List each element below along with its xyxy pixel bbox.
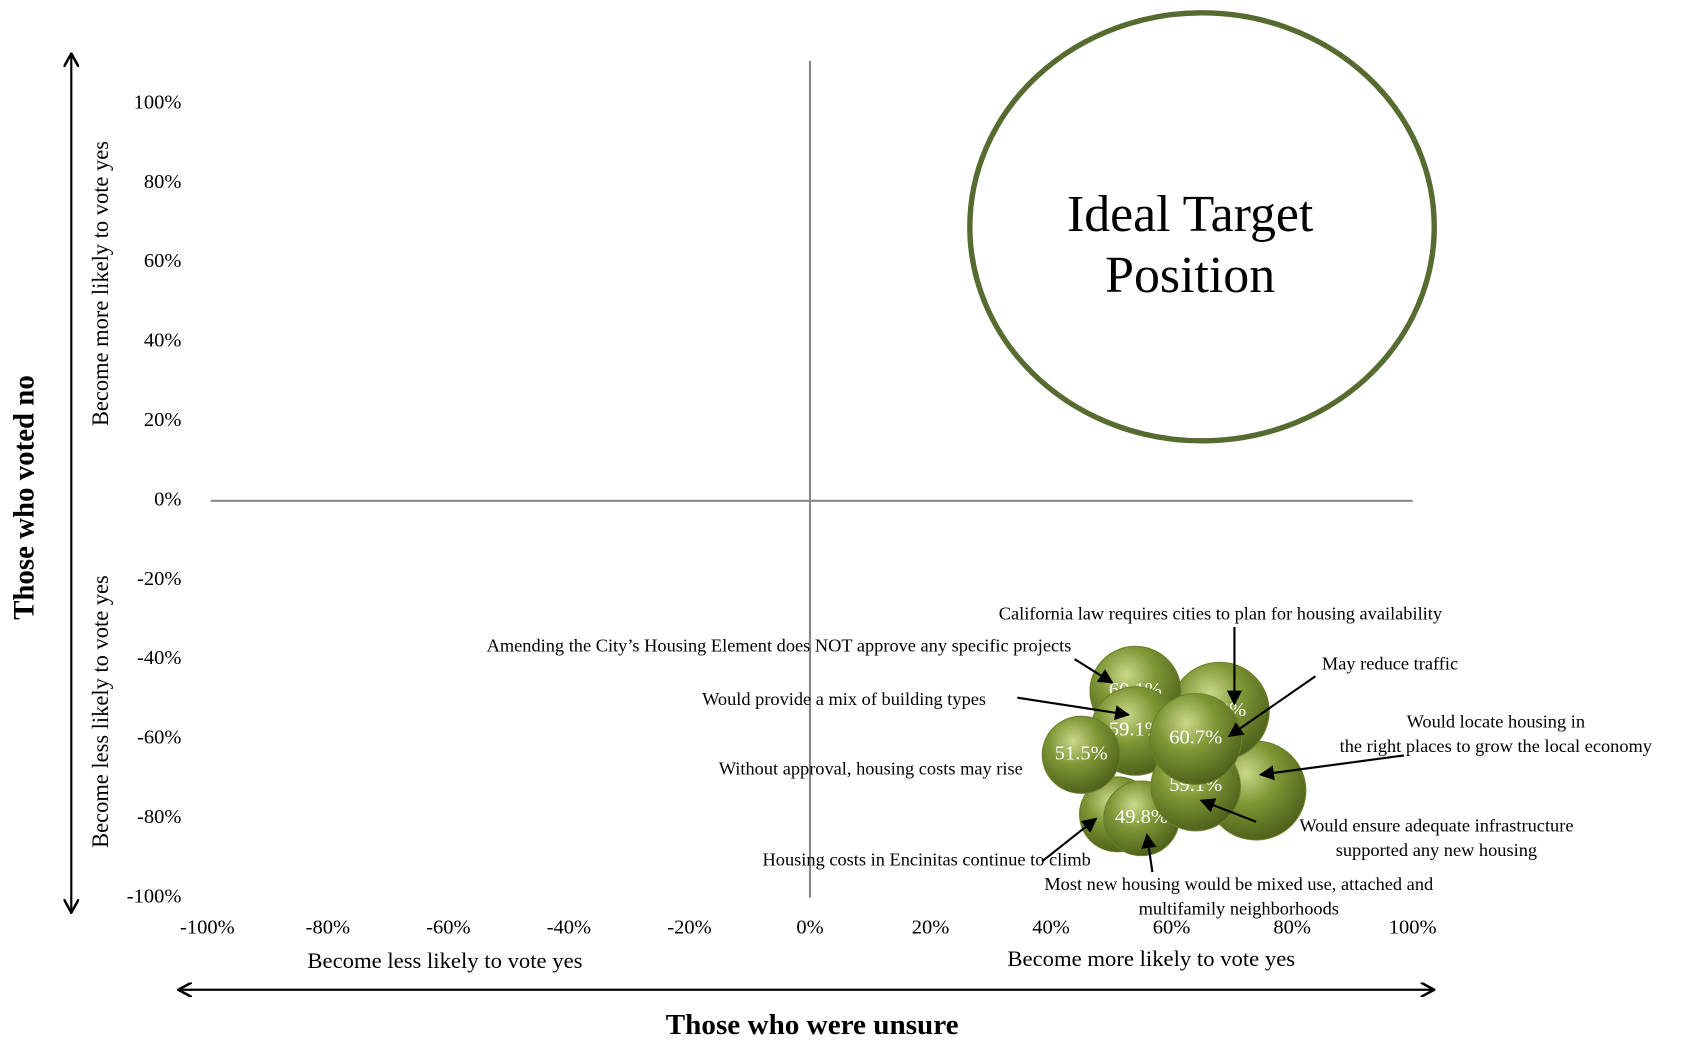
annotation-arrow bbox=[1074, 658, 1114, 684]
annotation: the right places to grow the local econo… bbox=[1340, 736, 1653, 756]
x-axis-title: Those who were unsure bbox=[666, 1009, 959, 1041]
x-tick-label: 40% bbox=[1032, 917, 1070, 939]
annotation: supported any new housing bbox=[1336, 840, 1537, 860]
annotation-arrow bbox=[1141, 833, 1157, 873]
annotation: May reduce traffic bbox=[1322, 654, 1458, 674]
x-axis-label: Become less likely to vote yes bbox=[307, 948, 582, 973]
annotation: Would locate housing in bbox=[1407, 712, 1585, 732]
y-tick-label: 0% bbox=[154, 489, 181, 511]
x-tick-label: 80% bbox=[1273, 917, 1311, 939]
bubble-label: 51.5% bbox=[1055, 743, 1108, 765]
x-tick-label: 0% bbox=[796, 917, 823, 939]
annotation-arrow bbox=[1199, 798, 1257, 823]
x-tick-label: 20% bbox=[912, 917, 950, 939]
y-tick-label: 40% bbox=[144, 330, 182, 352]
x-axis-label: Become more likely to vote yes bbox=[1007, 946, 1295, 971]
bubble-label: 59.1% bbox=[1109, 719, 1162, 741]
x-tick-label: -40% bbox=[547, 917, 591, 939]
y-tick-label: 20% bbox=[144, 409, 182, 431]
annotation: Would provide a mix of building types bbox=[702, 689, 986, 709]
bubble bbox=[1041, 715, 1121, 794]
y-axis-label: Become less likely to vote yes bbox=[88, 575, 113, 848]
y-tick-label: 80% bbox=[144, 171, 182, 193]
annotation: Without approval, housing costs may rise bbox=[719, 759, 1023, 779]
y-tick-label: -80% bbox=[137, 806, 181, 828]
bubble-label: 60.7% bbox=[1169, 727, 1222, 749]
y-axis-title: Those who voted no bbox=[9, 375, 41, 620]
annotation: Would ensure adequate infrastructure bbox=[1299, 815, 1573, 835]
y-tick-label: -60% bbox=[137, 727, 181, 749]
y-tick-label: -40% bbox=[137, 647, 181, 669]
plot-root: Ideal Target Position Become less likely… bbox=[9, 10, 1653, 1041]
bubble bbox=[1149, 692, 1243, 785]
annotation: Most new housing would be mixed use, att… bbox=[1044, 874, 1433, 894]
y-tick-label: -20% bbox=[137, 568, 181, 590]
annotation-arrow bbox=[1258, 754, 1405, 781]
annotation-arrow bbox=[1227, 675, 1317, 738]
bubble-label: 49.8% bbox=[1115, 806, 1168, 828]
y-axis-label: Become more likely to vote yes bbox=[88, 141, 113, 426]
x-tick-label: -100% bbox=[180, 917, 235, 939]
x-tick-label: -80% bbox=[306, 917, 350, 939]
y-tick-label: 60% bbox=[144, 250, 182, 272]
y-tick-label: 100% bbox=[134, 92, 182, 114]
target-label: Position bbox=[1105, 247, 1275, 304]
target-circle bbox=[967, 10, 1437, 444]
annotation: Housing costs in Encinitas continue to c… bbox=[763, 850, 1091, 870]
x-tick-label: 60% bbox=[1153, 917, 1191, 939]
annotation: Amending the City’s Housing Element does… bbox=[487, 636, 1072, 656]
x-tick-label: -60% bbox=[426, 917, 470, 939]
target-label: Ideal Target bbox=[1067, 186, 1314, 243]
x-tick-label: -20% bbox=[667, 917, 711, 939]
annotation-arrow bbox=[1017, 696, 1131, 721]
y-tick-label: -100% bbox=[127, 885, 182, 907]
x-tick-label: 100% bbox=[1389, 917, 1437, 939]
annotation-arrow bbox=[1041, 817, 1098, 863]
annotation: California law requires cities to plan f… bbox=[999, 603, 1443, 623]
annotation: multifamily neighborhoods bbox=[1139, 899, 1339, 919]
